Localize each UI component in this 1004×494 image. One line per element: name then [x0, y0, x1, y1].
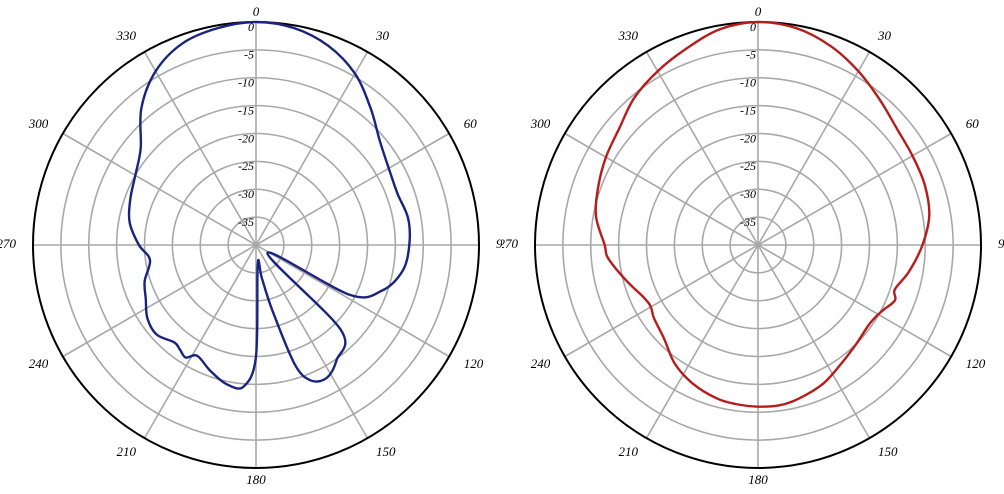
angle-tick-label: 120	[464, 356, 484, 371]
grid-spoke	[255, 244, 450, 358]
angle-tick-label: 180	[246, 472, 266, 487]
radial-tick-label: -25	[238, 159, 254, 173]
angle-tick-label: 240	[531, 356, 551, 371]
grid-spoke	[757, 244, 952, 358]
grid-spoke	[564, 132, 759, 246]
radial-tick-label: -25	[740, 159, 756, 173]
angle-tick-label: 60	[464, 116, 478, 131]
angle-tick-label: 300	[28, 116, 49, 131]
angle-tick-label: 330	[618, 28, 639, 43]
radial-tick-label: 0	[750, 20, 756, 34]
angle-tick-label: 90	[998, 236, 1004, 251]
radial-tick-label: -5	[746, 48, 756, 62]
angle-tick-label: 60	[966, 116, 980, 131]
radial-tick-label: -10	[238, 76, 254, 90]
grid-spoke	[645, 51, 759, 246]
series-line-right	[594, 20, 931, 408]
grid-spoke	[255, 244, 369, 439]
grid-spoke	[62, 244, 257, 358]
radial-tick-label: -20	[740, 131, 756, 145]
radial-tick-label: -30	[238, 187, 254, 201]
polar-chart-right: 0 30 60 90 120 150 180 210 240 270 300 330 0 -5 -10 -15…	[502, 4, 1004, 487]
angle-tick-label: 210	[619, 444, 639, 459]
radial-tick-label: -35	[238, 215, 254, 229]
radial-tick-label: -5	[244, 48, 254, 62]
angle-tick-label: 0	[755, 4, 762, 19]
grid-spoke	[143, 51, 257, 246]
radial-tick-label: -20	[238, 131, 254, 145]
angle-tick-label: 270	[0, 236, 17, 251]
grid-spoke	[255, 51, 369, 246]
angle-tick-label: 330	[116, 28, 137, 43]
polar-chart-left: 0 30 60 90 120 150 180 210 240 270 300 330 0 -5 -10 -15…	[0, 4, 502, 487]
radial-tick-label: -30	[740, 187, 756, 201]
radial-tick-label: -15	[238, 103, 254, 117]
angle-tick-label: 30	[877, 28, 892, 43]
grid-spoke	[757, 132, 952, 246]
angle-tick-label: 150	[878, 444, 898, 459]
grid-spoke	[255, 132, 450, 246]
radial-tick-label: -10	[740, 76, 756, 90]
angle-tick-label: 30	[375, 28, 390, 43]
grid-spoke	[757, 244, 871, 439]
angle-tick-label: 240	[29, 356, 49, 371]
radial-tick-label: -35	[740, 215, 756, 229]
angle-tick-label: 0	[253, 4, 260, 19]
grid-spoke	[645, 244, 759, 439]
angle-tick-label: 180	[748, 472, 768, 487]
series-line-left	[127, 20, 412, 390]
radial-tick-label: 0	[248, 20, 254, 34]
grid-spoke	[564, 244, 759, 358]
grid-spoke	[143, 244, 257, 439]
angle-tick-label: 300	[530, 116, 551, 131]
angle-tick-label: 90	[496, 236, 502, 251]
angle-tick-label: 210	[117, 444, 137, 459]
angle-tick-label: 120	[966, 356, 986, 371]
grid-spoke	[62, 132, 257, 246]
angle-tick-label: 270	[502, 236, 519, 251]
grid-spoke	[757, 51, 871, 246]
radial-tick-label: -15	[740, 103, 756, 117]
angle-tick-label: 150	[376, 444, 396, 459]
